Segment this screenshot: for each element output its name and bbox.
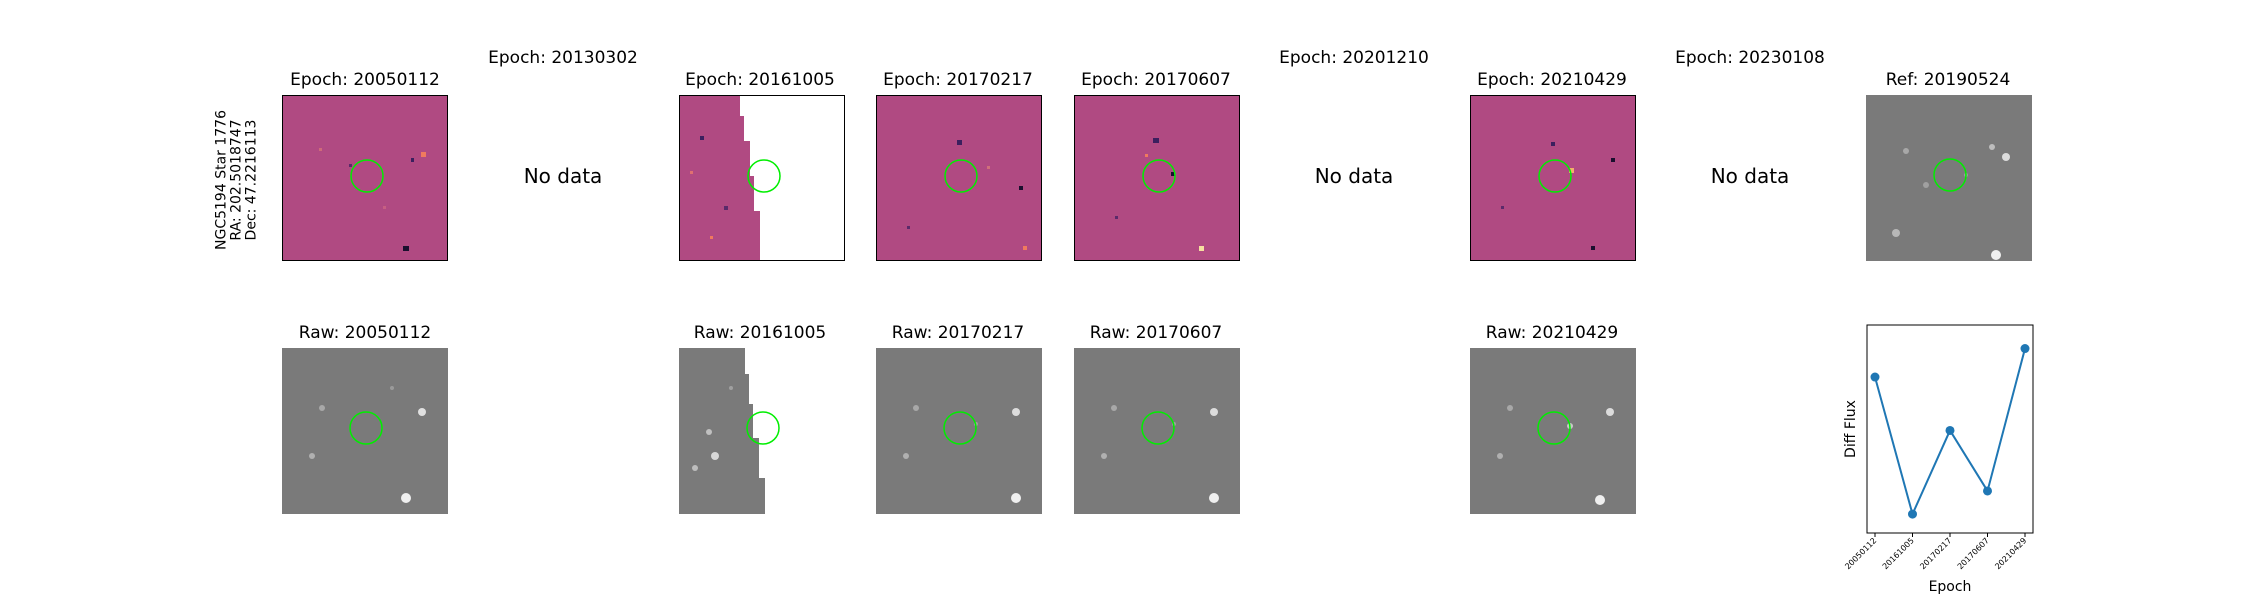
x-tick-label-20050112: 20050112 bbox=[1843, 536, 1878, 571]
raw-image-20170217 bbox=[876, 348, 1042, 514]
x-tick-label-20161005: 20161005 bbox=[1881, 536, 1916, 571]
ref-title: Ref: 20190524 bbox=[1885, 70, 2011, 90]
raw-title-0: Raw: 20050112 bbox=[298, 323, 432, 343]
star-info-label: NGC5194 Star 1776 RA: 202.5018747 Dec: 4… bbox=[213, 110, 260, 250]
x-tick-label-20210429: 20210429 bbox=[1993, 536, 2028, 571]
diff-title-7: Epoch: 20230108 bbox=[1675, 48, 1825, 68]
diff-title-2: Epoch: 20161005 bbox=[685, 70, 835, 90]
diff-title-4: Epoch: 20170607 bbox=[1081, 70, 1231, 90]
raw-title-1: Raw: 20161005 bbox=[693, 323, 827, 343]
raw-title-4: Raw: 20210429 bbox=[1485, 323, 1619, 343]
flux-point-20161005 bbox=[1908, 509, 1917, 519]
ref-image-20190524 bbox=[1866, 95, 2032, 261]
diff-title-1: Epoch: 20130302 bbox=[488, 48, 638, 68]
x-axis-label: Epoch bbox=[1929, 579, 1972, 595]
diff-flux-chart: 20050112 20161005 20170217 20170607 20210429… bbox=[1843, 324, 2034, 595]
raw-title-3: Raw: 20170607 bbox=[1089, 323, 1223, 343]
diff-image-20170217 bbox=[876, 95, 1042, 261]
no-data-20130302: No data bbox=[523, 164, 603, 188]
no-data-20201210: No data bbox=[1314, 164, 1394, 188]
raw-title-2: Raw: 20170217 bbox=[891, 323, 1025, 343]
flux-point-20050112 bbox=[1870, 372, 1880, 382]
diff-image-20210429 bbox=[1470, 95, 1636, 261]
diff-title-0: Epoch: 20050112 bbox=[290, 70, 440, 90]
diff-image-20170607 bbox=[1074, 95, 1240, 261]
star-dec: Dec: 47.2216113 bbox=[243, 119, 260, 241]
diff-image-20050112 bbox=[282, 95, 448, 261]
diff-image-20161005 bbox=[679, 95, 845, 261]
flux-point-20210429 bbox=[2020, 344, 2030, 354]
chart-content: 20050112 20161005 20170217 20170607 20210429… bbox=[1843, 324, 2034, 595]
diff-title-6: Epoch: 20210429 bbox=[1477, 70, 1627, 90]
flux-point-20170217 bbox=[1945, 425, 1955, 435]
star-name: NGC5194 Star 1776 bbox=[213, 110, 230, 250]
no-data-20230108: No data bbox=[1710, 164, 1790, 188]
raw-image-20161005 bbox=[679, 348, 845, 514]
raw-image-20210429 bbox=[1470, 348, 1636, 514]
x-tick-label-20170217: 20170217 bbox=[1918, 536, 1953, 571]
flux-point-20170607 bbox=[1983, 486, 1992, 496]
diff-title-3: Epoch: 20170217 bbox=[883, 70, 1033, 90]
raw-image-20170607 bbox=[1074, 348, 1240, 514]
raw-image-20050112 bbox=[282, 348, 448, 514]
y-axis-label: Diff Flux bbox=[1843, 400, 1859, 458]
star-ra: RA: 202.5018747 bbox=[228, 119, 245, 241]
x-tick-label-20170607: 20170607 bbox=[1956, 536, 1991, 571]
diff-title-5: Epoch: 20201210 bbox=[1279, 48, 1429, 68]
